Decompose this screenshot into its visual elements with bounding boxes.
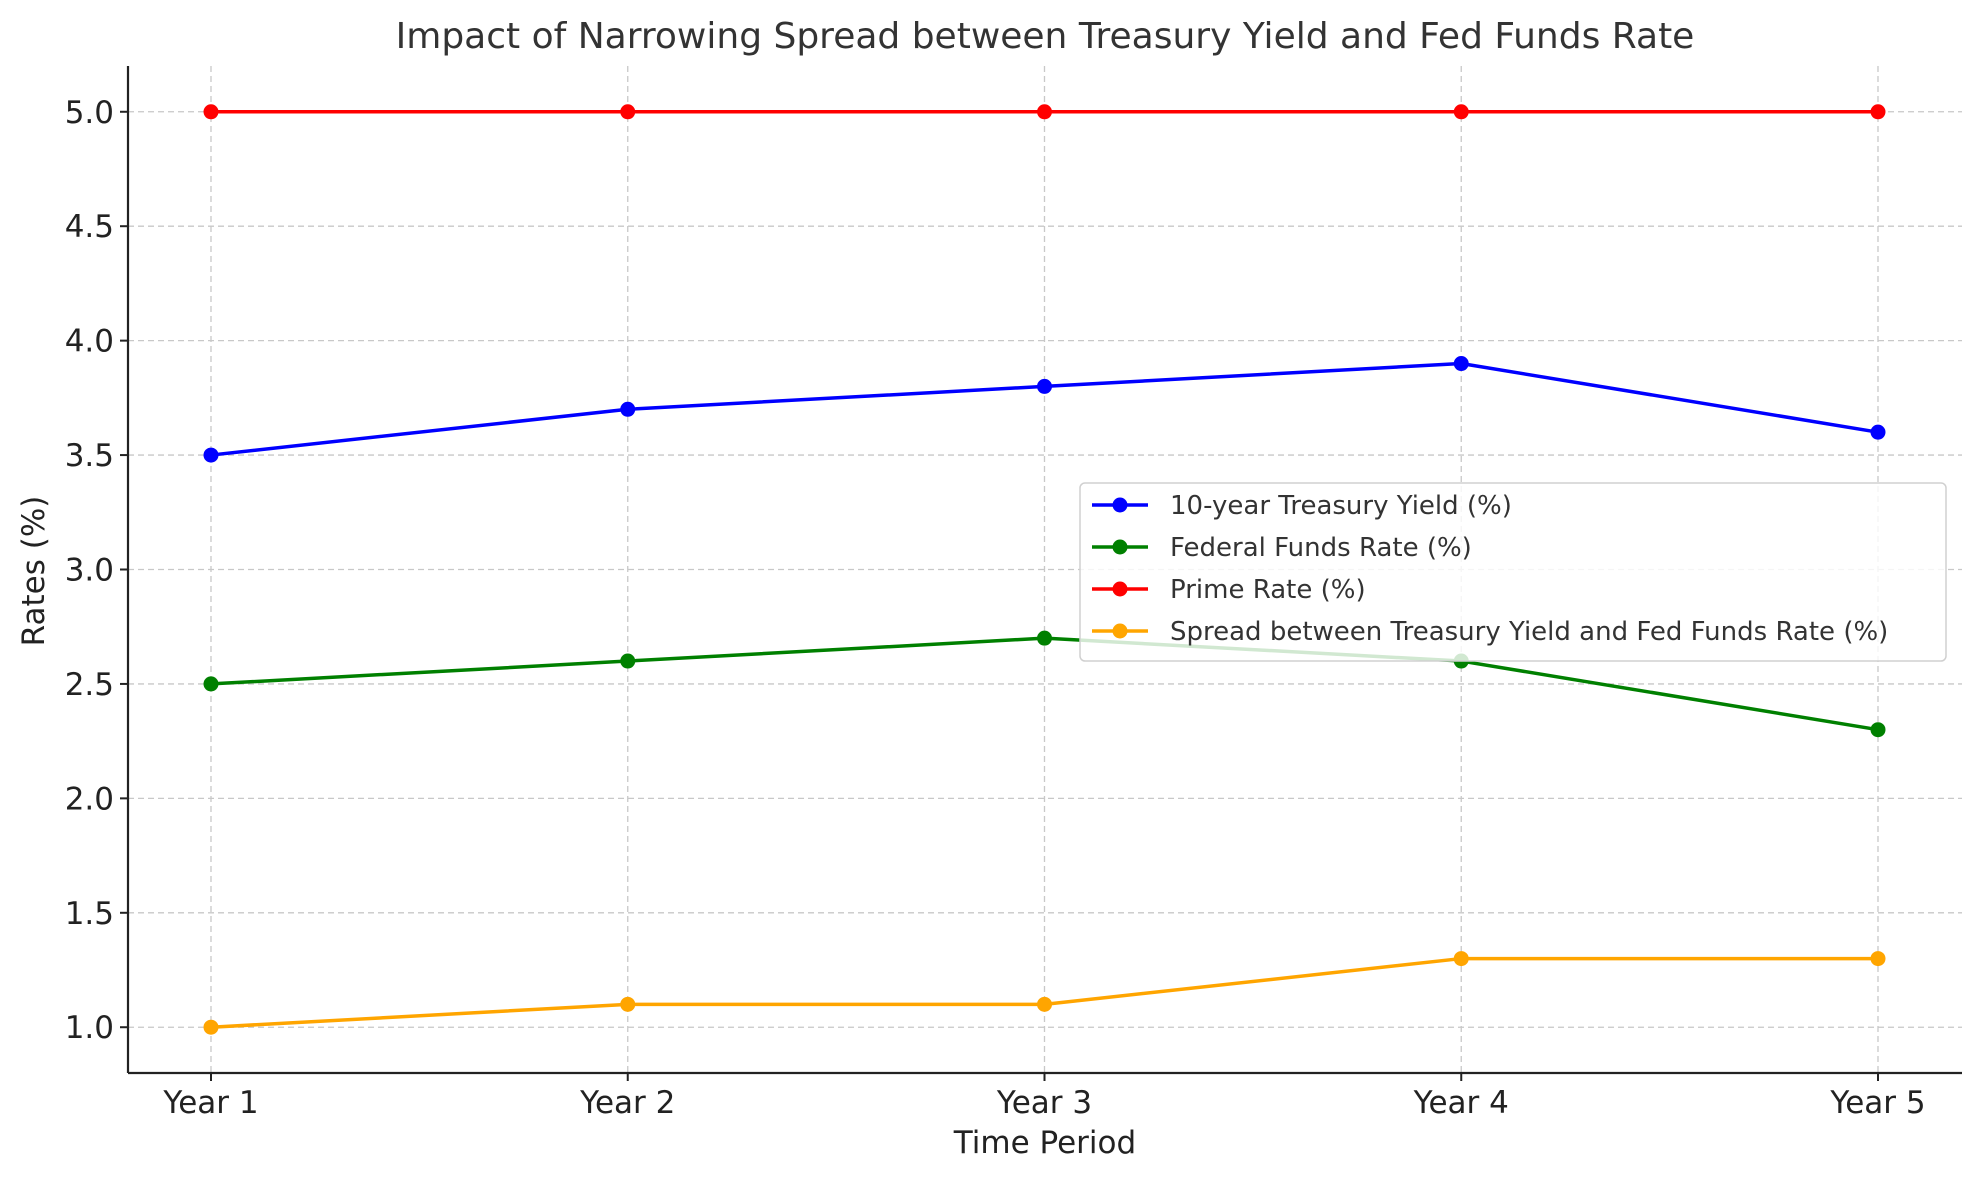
legend-item: Spread between Treasury Yield and Fed Fu… bbox=[1092, 617, 1888, 647]
series-group bbox=[203, 630, 1886, 738]
data-point bbox=[1037, 378, 1052, 394]
data-point bbox=[1453, 104, 1469, 120]
y-tick-label: 2.5 bbox=[65, 667, 114, 703]
legend: 10-year Treasury Yield (%) Federal Funds … bbox=[1079, 482, 1947, 662]
data-point bbox=[1870, 424, 1886, 440]
chart-title: Impact of Narrowing Spread between Treas… bbox=[396, 16, 1695, 57]
legend-swatch-marker bbox=[1112, 497, 1128, 513]
legend-label: Spread between Treasury Yield and Fed Fu… bbox=[1170, 617, 1888, 647]
x-tick-label: Year 2 bbox=[579, 1085, 675, 1121]
y-tick-label: 5.0 bbox=[65, 95, 114, 131]
legend-swatch-marker bbox=[1112, 623, 1128, 639]
legend-label: 10-year Treasury Yield (%) bbox=[1170, 491, 1512, 521]
y-tick-label: 4.0 bbox=[65, 324, 114, 360]
series-group bbox=[203, 356, 1886, 463]
data-point bbox=[1453, 356, 1469, 372]
data-point bbox=[620, 104, 636, 120]
series-group bbox=[203, 951, 1886, 1035]
legend-swatch-marker bbox=[1112, 539, 1128, 555]
x-axis-label: Time Period bbox=[953, 1125, 1136, 1161]
y-axis-label: Rates (%) bbox=[16, 496, 52, 647]
legend-swatch-marker bbox=[1112, 581, 1128, 597]
data-point bbox=[1037, 630, 1052, 646]
y-tick-label: 1.5 bbox=[65, 896, 114, 932]
data-point bbox=[203, 1019, 219, 1035]
data-point bbox=[203, 447, 219, 463]
data-point bbox=[1037, 104, 1052, 120]
legend-label: Federal Funds Rate (%) bbox=[1170, 533, 1472, 563]
legend-item: Prime Rate (%) bbox=[1092, 575, 1366, 605]
data-point bbox=[203, 104, 219, 120]
y-tick-label: 3.0 bbox=[65, 553, 114, 589]
legend-box bbox=[1079, 482, 1947, 662]
data-point bbox=[1870, 722, 1886, 738]
x-tick-label: Year 5 bbox=[1829, 1085, 1925, 1121]
legend-label: Prime Rate (%) bbox=[1170, 575, 1366, 605]
x-tick-label: Year 1 bbox=[162, 1085, 258, 1121]
data-point bbox=[620, 996, 636, 1012]
y-tick-label: 2.0 bbox=[65, 781, 114, 817]
ticks: 1.0 1.5 2.0 2.5 3.0 3.5 4.0 4.5 5.0 Year 1 Year 2 Y… bbox=[65, 95, 1926, 1121]
legend-item: Federal Funds Rate (%) bbox=[1092, 533, 1472, 563]
data-point bbox=[1870, 104, 1886, 120]
series-layer bbox=[203, 104, 1886, 1035]
series-group bbox=[203, 104, 1886, 120]
y-tick-label: 3.5 bbox=[65, 438, 114, 474]
legend-item: 10-year Treasury Yield (%) bbox=[1092, 491, 1512, 521]
y-tick-label: 4.5 bbox=[65, 209, 114, 245]
data-point bbox=[1870, 951, 1886, 967]
y-tick-label: 1.0 bbox=[65, 1010, 114, 1046]
data-point bbox=[1037, 996, 1052, 1012]
data-point bbox=[620, 401, 636, 417]
data-point bbox=[620, 653, 636, 669]
data-point bbox=[203, 676, 219, 692]
data-point bbox=[1453, 951, 1469, 967]
x-tick-label: Year 4 bbox=[1413, 1085, 1509, 1121]
x-tick-label: Year 3 bbox=[996, 1085, 1092, 1121]
